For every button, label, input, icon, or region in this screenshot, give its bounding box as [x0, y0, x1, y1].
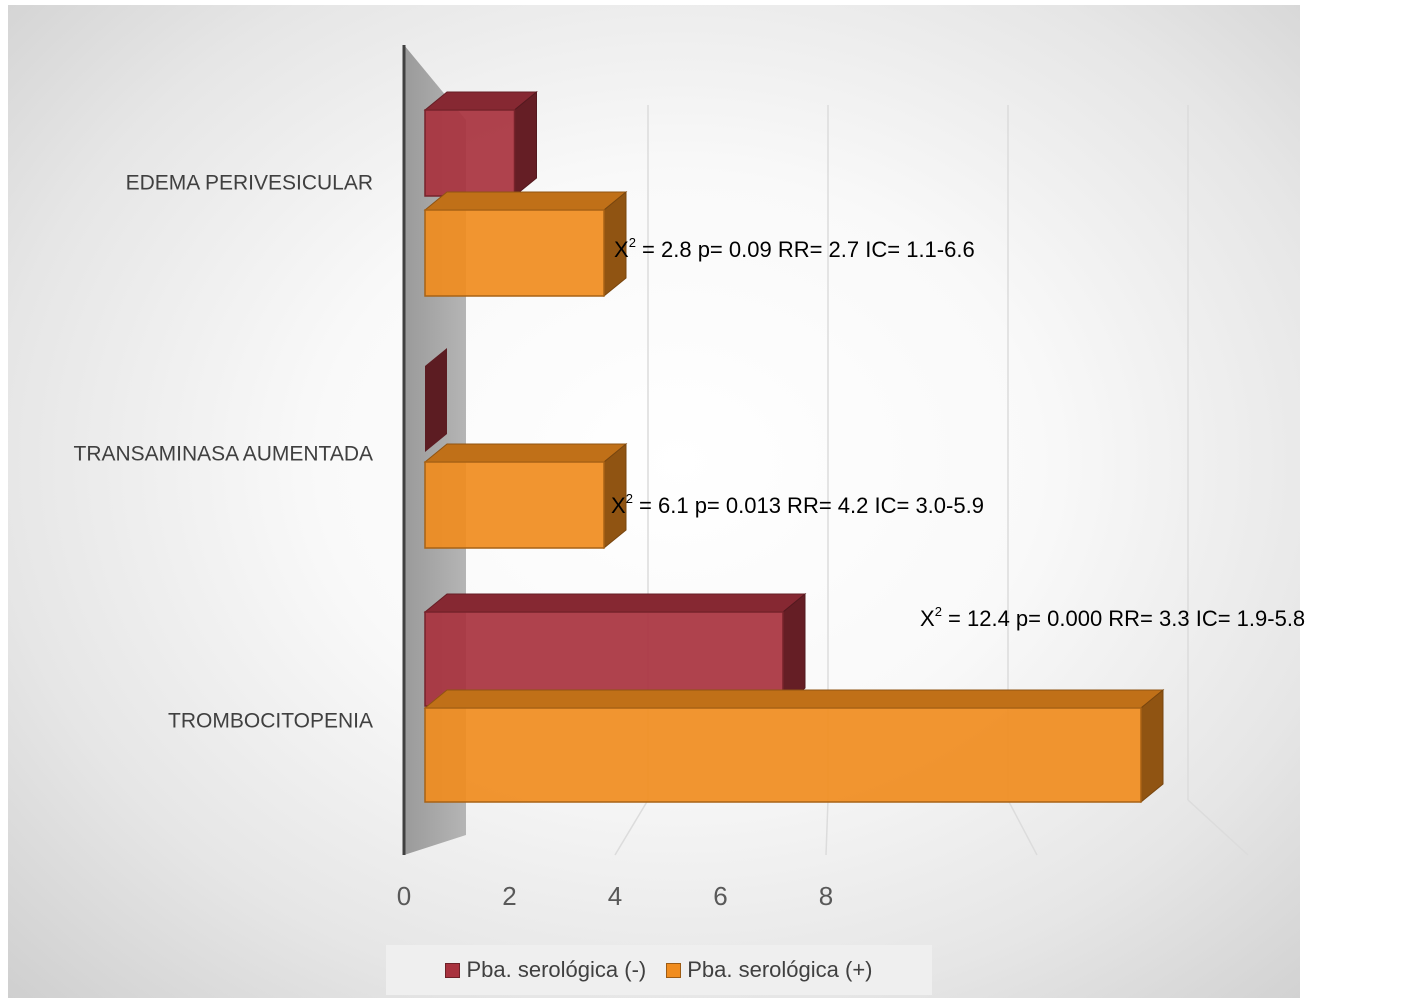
bar-neg-0-side — [514, 90, 537, 198]
stat-annotation: X2 = 12.4 p= 0.000 RR= 3.3 IC= 1.9-5.8 — [920, 604, 1305, 631]
bar-pos-0-front — [424, 209, 605, 297]
legend-label: Pba. serológica (+) — [687, 957, 873, 982]
gridline-base — [1187, 799, 1249, 856]
bar-neg-2-side — [782, 592, 806, 708]
x-tick-label: 2 — [502, 881, 516, 911]
bar-neg-0-front — [424, 109, 516, 197]
bar-pos-2-top — [423, 689, 1165, 709]
bar-neg-2-top — [423, 593, 807, 613]
gridline-base — [614, 799, 649, 856]
category-label: TROMBOCITOPENIA — [168, 710, 373, 733]
bar-neg-1-depth — [425, 348, 447, 452]
bar-pos-2-front — [424, 707, 1142, 803]
bar-pos-0 — [423, 190, 628, 298]
x-tick-label: 4 — [608, 881, 622, 911]
bar-pos-2-side — [1140, 688, 1164, 804]
bar-neg-1 — [425, 348, 447, 452]
bar-pos-0-top — [423, 191, 628, 211]
bar-pos-1-top — [423, 443, 628, 463]
category-label: TRANSAMINASA AUMENTADA — [74, 443, 374, 466]
x-tick-label: 0 — [397, 881, 411, 911]
bar-chart: EDEMA PERIVESICULAR TRANSAMINASA AUMENTAD… — [74, 45, 1305, 911]
gridline-base — [1007, 799, 1038, 856]
legend-swatch — [445, 962, 461, 978]
bar-neg-2 — [423, 592, 807, 708]
bar-pos-1-front — [424, 461, 605, 549]
x-tick-label: 8 — [819, 881, 833, 911]
bar-pos-1 — [423, 442, 628, 550]
legend-item: Pba. serológica (+) — [666, 957, 873, 983]
legend-swatch — [666, 962, 682, 978]
legend-item: Pba. serológica (-) — [445, 957, 646, 983]
legend-label: Pba. serológica (-) — [466, 957, 647, 982]
x-tick-label: 6 — [713, 881, 727, 911]
chart-area: EDEMA PERIVESICULAR TRANSAMINASA AUMENTAD… — [8, 5, 1305, 998]
legend: Pba. serológica (-) Pba. serológica (+) — [386, 945, 932, 995]
bar-pos-2 — [423, 688, 1165, 804]
bar-neg-0 — [423, 90, 538, 198]
category-label: EDEMA PERIVESICULAR — [126, 172, 373, 195]
gridline-base — [825, 799, 829, 856]
stat-annotation: X2 = 6.1 p= 0.013 RR= 4.2 IC= 3.0-5.9 — [611, 491, 984, 518]
stat-annotation: X2 = 2.8 p= 0.09 RR= 2.7 IC= 1.1-6.6 — [614, 235, 975, 262]
